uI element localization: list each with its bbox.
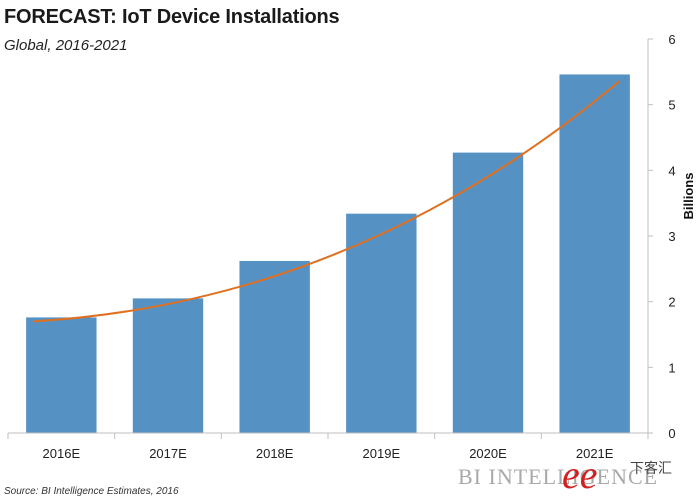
brand-logo-text: BI INTELLIGENCE xyxy=(458,464,659,489)
y-tick-label: 4 xyxy=(668,163,675,178)
bar-2017E xyxy=(132,298,204,433)
bar-2021E xyxy=(559,74,630,434)
x-tick-label: 2017E xyxy=(149,446,187,461)
watermark-logo: ee xyxy=(562,452,598,497)
y-tick-label: 0 xyxy=(668,426,675,441)
x-tick-label: 2020E xyxy=(469,446,507,461)
x-tick-label: 2016E xyxy=(43,446,81,461)
x-tick-label: 2019E xyxy=(363,446,401,461)
bar-group xyxy=(26,74,630,434)
source-note: Source: BI Intelligence Estimates, 2016 xyxy=(4,486,179,497)
bar-2016E xyxy=(26,317,97,433)
bar-2020E xyxy=(452,152,524,433)
chart-subtitle: Global, 2016-2021 xyxy=(4,37,128,54)
x-tick-label: 2021E xyxy=(576,446,614,461)
bar-2019E xyxy=(346,213,417,433)
trendline-group xyxy=(33,80,621,323)
y-tick-label: 3 xyxy=(668,229,675,244)
x-tick-label: 2018E xyxy=(256,446,294,461)
y-tick-label: 5 xyxy=(668,98,675,113)
bar-2018E xyxy=(239,260,310,433)
svg-text:ee: ee xyxy=(562,452,598,497)
y-axis-label: Billions xyxy=(681,173,696,220)
y-tick-label: 1 xyxy=(668,360,675,375)
y-tick-label: 2 xyxy=(668,295,675,310)
y-tick-label: 6 xyxy=(668,32,675,47)
axes-group: 2016E 2017E 2018E 2019E 2020E 2021E 0 1 2 3 4 5 6 Bil… xyxy=(7,32,696,461)
watermark-text: 下客汇 xyxy=(630,460,672,476)
trendline xyxy=(33,80,621,323)
chart-title: FORECAST: IoT Device Installations xyxy=(4,6,340,28)
